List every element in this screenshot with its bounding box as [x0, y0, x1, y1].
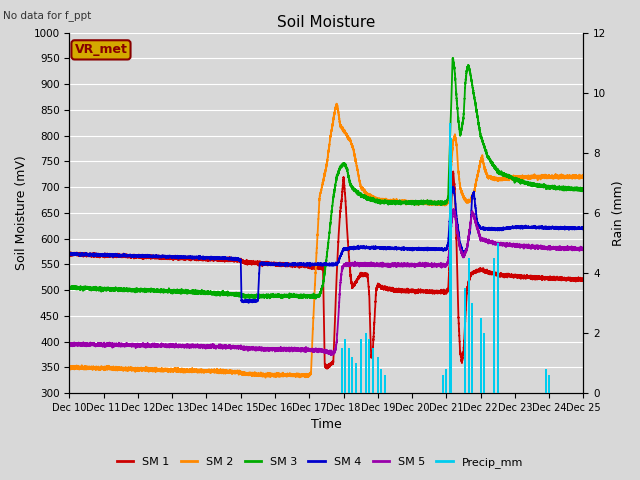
Y-axis label: Soil Moisture (mV): Soil Moisture (mV): [15, 156, 28, 270]
Bar: [372, 348, 374, 393]
Bar: [464, 288, 466, 393]
Bar: [369, 339, 370, 393]
Bar: [360, 339, 362, 393]
Bar: [365, 333, 367, 393]
Bar: [348, 348, 349, 393]
Bar: [344, 339, 346, 393]
Bar: [355, 363, 356, 393]
Legend: SM 1, SM 2, SM 3, SM 4, SM 5, Precip_mm: SM 1, SM 2, SM 3, SM 4, SM 5, Precip_mm: [112, 452, 528, 472]
Bar: [497, 243, 499, 393]
Title: Soil Moisture: Soil Moisture: [277, 15, 376, 30]
Bar: [483, 333, 485, 393]
Text: VR_met: VR_met: [74, 43, 127, 56]
Bar: [480, 318, 482, 393]
Bar: [471, 303, 473, 393]
Bar: [341, 348, 343, 393]
Bar: [377, 357, 379, 393]
Bar: [468, 258, 470, 393]
Bar: [380, 369, 382, 393]
Bar: [548, 375, 550, 393]
Bar: [545, 369, 547, 393]
Bar: [351, 357, 353, 393]
X-axis label: Time: Time: [311, 419, 342, 432]
Bar: [493, 258, 495, 393]
Y-axis label: Rain (mm): Rain (mm): [612, 180, 625, 246]
Bar: [449, 123, 451, 393]
Text: No data for f_ppt: No data for f_ppt: [3, 11, 92, 22]
Bar: [442, 375, 444, 393]
Bar: [445, 369, 447, 393]
Bar: [384, 375, 386, 393]
Bar: [451, 138, 452, 393]
